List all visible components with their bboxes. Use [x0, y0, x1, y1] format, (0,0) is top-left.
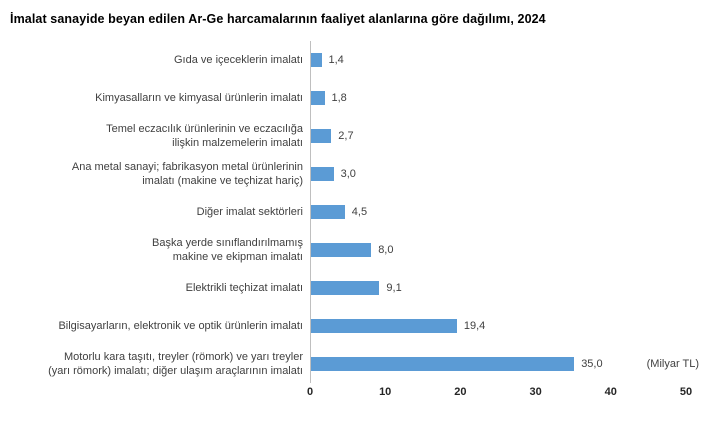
value-label: 35,0 [581, 358, 603, 370]
value-label: 1,8 [331, 92, 347, 104]
bar [311, 319, 457, 333]
plot-area: 1,4 [310, 41, 721, 79]
bar-chart: Gıda ve içeceklerin imalatı 1,4 Kimyasal… [0, 41, 721, 403]
category-label: Başka yerde sınıflandırılmamış makine ve… [151, 236, 303, 263]
bar-row: Bilgisayarların, elektronik ve optik ürü… [0, 307, 721, 345]
plot-area: 8,0 [310, 231, 721, 269]
category-label: Bilgisayarların, elektronik ve optik ürü… [58, 319, 303, 332]
bar [311, 243, 372, 257]
value-label: 9,1 [386, 282, 402, 294]
x-tick-label: 40 [604, 386, 617, 398]
value-label: 8,0 [378, 244, 394, 256]
plot-area: 19,4 [310, 307, 721, 345]
x-tick-label: 30 [529, 386, 542, 398]
bar-row: Gıda ve içeceklerin imalatı 1,4 [0, 41, 721, 79]
plot-area: 3,0 [310, 155, 721, 193]
bar [311, 281, 380, 295]
x-tick-label: 50 [679, 386, 693, 398]
category-label: Kimyasalların ve kimyasal ürünlerin imal… [95, 91, 303, 104]
plot-area: 35,0 (Milyar TL) [310, 345, 721, 383]
value-label: 1,4 [328, 54, 344, 66]
category-label: Ana metal sanayi; fabrikasyon metal ürün… [71, 160, 303, 187]
plot-area: 9,1 [310, 269, 721, 307]
bar-row: Motorlu kara taşıtı, treyler (römork) ve… [0, 345, 721, 383]
chart-title: İmalat sanayide beyan edilen Ar-Ge harca… [10, 12, 546, 26]
bar-row: Başka yerde sınıflandırılmamış makine ve… [0, 231, 721, 269]
bar [311, 53, 322, 67]
bar-row: Ana metal sanayi; fabrikasyon metal ürün… [0, 155, 721, 193]
bar-row: Diğer imalat sektörleri 4,5 [0, 193, 721, 231]
bar [311, 129, 332, 143]
value-label: 4,5 [351, 206, 368, 218]
x-tick-label: 0 [306, 386, 314, 398]
category-label: Gıda ve içeceklerin imalatı [174, 53, 303, 66]
value-label: 2,7 [338, 130, 354, 142]
category-label: Elektrikli teçhizat imalatı [185, 281, 303, 294]
bar [311, 357, 575, 371]
bar-row: Temel eczacılık ürünlerinin ve eczacılığ… [0, 117, 721, 155]
category-label: Temel eczacılık ürünlerinin ve eczacılığ… [106, 122, 303, 149]
plot-area: 4,5 [310, 193, 721, 231]
bar-row: Elektrikli teçhizat imalatı 9,1 [0, 269, 721, 307]
x-tick-label: 20 [454, 386, 467, 398]
x-tick-label: 10 [379, 386, 392, 398]
value-label: 3,0 [340, 168, 356, 180]
value-label: 19,4 [463, 320, 486, 332]
x-axis: 0 10 20 30 40 50 [306, 383, 721, 403]
bar [311, 205, 345, 219]
category-label: Motorlu kara taşıtı, treyler (römork) ve… [48, 350, 303, 377]
plot-area: 1,8 [310, 79, 721, 117]
bar [311, 91, 325, 105]
unit-label: (Milyar TL) [646, 358, 699, 370]
bar [311, 167, 334, 181]
bar-row: Kimyasalların ve kimyasal ürünlerin imal… [0, 79, 721, 117]
plot-area: 2,7 [310, 117, 721, 155]
category-label: Diğer imalat sektörleri [196, 205, 303, 218]
